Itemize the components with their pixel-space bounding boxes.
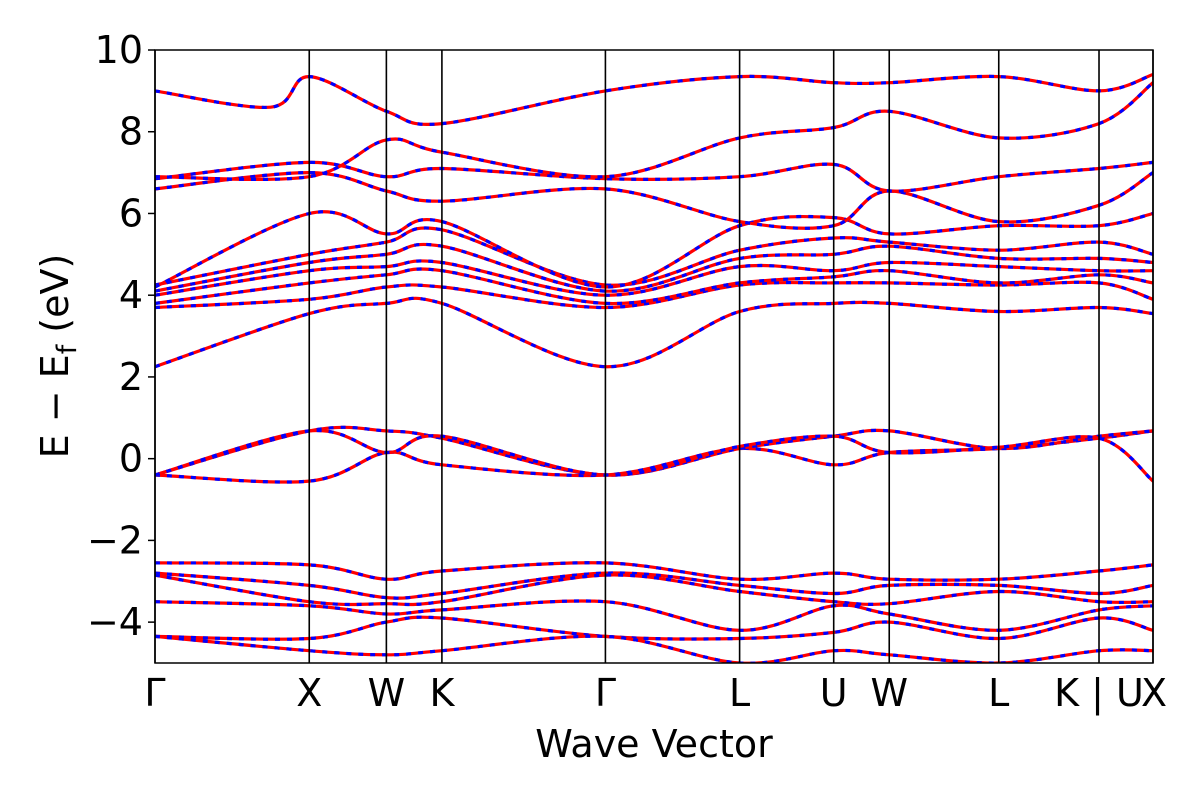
band-line-red-0	[155, 429, 1153, 484]
x-tick-label-6: U	[820, 671, 848, 715]
y-axis-label-subscript: f	[52, 343, 83, 354]
band-line-red-14	[155, 561, 1153, 582]
band-line-blue-11	[155, 160, 1153, 193]
band-line-red-2	[155, 428, 1153, 483]
band-line-blue-8	[155, 226, 1153, 287]
y-tick-label-7: −4	[87, 600, 143, 644]
x-axis-label: Wave Vector	[535, 722, 773, 766]
band-line-blue-19	[155, 634, 1153, 663]
y-tick-label-2: 6	[119, 191, 143, 235]
band-line-blue-4	[155, 280, 1153, 310]
band-line-blue-13	[155, 72, 1153, 126]
band-line-red-12	[155, 81, 1153, 181]
y-axis-label-unit: (eV)	[33, 254, 77, 345]
x-tick-label-10: X	[1141, 671, 1167, 715]
x-tick-label-0: Γ	[144, 671, 165, 715]
band-line-red-3	[155, 296, 1153, 369]
band-line-blue-12	[155, 81, 1153, 181]
y-axis-label: E − Ef (eV)	[33, 254, 83, 459]
band-line-blue-0	[155, 429, 1153, 484]
y-axis: 10 8 6 4 2 0 −2 −4	[87, 28, 155, 644]
x-tick-label-3: K	[429, 671, 455, 715]
y-tick-label-5: 0	[119, 437, 143, 481]
band-line-red-17	[155, 599, 1153, 632]
band-line-blue-18	[155, 615, 1153, 641]
band-line-red-15	[155, 571, 1153, 600]
bands-layer	[155, 72, 1153, 663]
y-tick-label-3: 4	[119, 273, 143, 317]
x-tick-label-4: Γ	[595, 671, 616, 715]
x-tick-label-8: L	[988, 671, 1009, 715]
band-line-blue-2	[155, 428, 1153, 483]
band-line-red-10	[155, 170, 1153, 230]
band-line-red-13	[155, 72, 1153, 126]
y-tick-label-4: 2	[119, 355, 143, 399]
y-tick-label-1: 8	[119, 110, 143, 154]
x-tick-label-9: K | U	[1054, 671, 1144, 716]
x-tick-label-2: W	[368, 671, 406, 715]
band-line-blue-1	[155, 425, 1153, 477]
band-line-blue-3	[155, 296, 1153, 369]
band-line-red-18	[155, 615, 1153, 641]
x-tick-label-1: X	[296, 671, 322, 715]
band-line-blue-17	[155, 599, 1153, 632]
y-axis-label-main: E − E	[33, 354, 77, 458]
y-tick-label-0: 10	[95, 28, 143, 72]
x-tick-label-7: W	[870, 671, 908, 715]
band-line-blue-7	[155, 242, 1153, 293]
x-tick-label-5: L	[729, 671, 750, 715]
plot-frame	[154, 49, 1154, 664]
band-line-red-8	[155, 226, 1153, 287]
band-line-blue-6	[155, 259, 1153, 297]
y-tick-label-6: −2	[87, 518, 143, 562]
band-line-blue-9	[155, 210, 1153, 289]
band-line-blue-16	[155, 573, 1153, 607]
band-line-blue-5	[155, 267, 1153, 306]
